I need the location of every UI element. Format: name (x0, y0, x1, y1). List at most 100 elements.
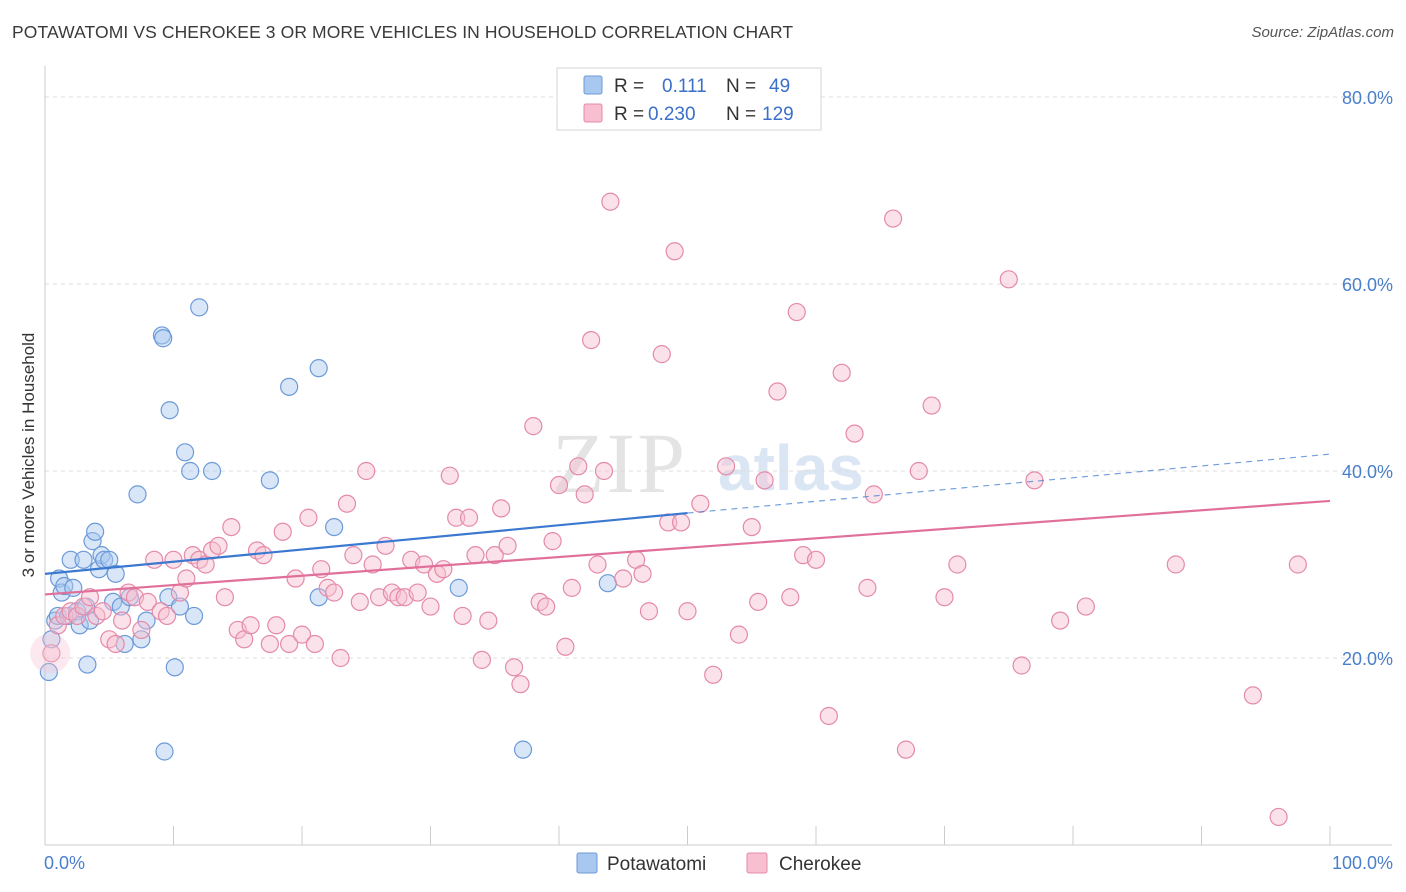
cherokee-point (671, 513, 691, 532)
x-tick-label: 0.0% (44, 853, 85, 873)
cherokee-point (157, 606, 177, 626)
cherokee-point (582, 331, 601, 350)
trend-lines (44, 453, 1331, 596)
cherokee-point (781, 588, 800, 607)
watermark: ZIP atlas (552, 415, 864, 511)
potawatomi-point (55, 576, 74, 596)
legend-n-label: N = (726, 76, 756, 97)
potawatomi-point (175, 443, 195, 462)
cherokee-point (999, 270, 1018, 289)
cherokee-point (222, 517, 241, 537)
cherokee-point (1051, 611, 1070, 630)
cherokee-point (504, 658, 524, 677)
cherokee-point (716, 457, 736, 476)
potawatomi-point (170, 597, 190, 616)
cherokee-point (704, 665, 723, 684)
chart-title: POTAWATOMI VS CHEROKEE 3 OR MORE VEHICLE… (12, 22, 794, 42)
cherokee-point (241, 616, 260, 635)
y-tick-label: 20.0% (1342, 649, 1393, 669)
legend-r-label: R = (614, 104, 644, 125)
cherokee-point (466, 546, 485, 565)
cherokee-point (42, 644, 61, 663)
cherokee-point (832, 363, 851, 382)
cherokee-point (106, 634, 125, 654)
potawatomi-point (137, 611, 156, 630)
cherokee-point (1288, 555, 1307, 574)
cherokee-point (755, 471, 774, 490)
cherokee-point (1243, 686, 1263, 705)
y-tick-labels: 20.0% 40.0% 60.0% 80.0% (1342, 88, 1393, 669)
cherokee-point (254, 546, 273, 565)
cherokee-point (543, 532, 562, 551)
cherokee-trend-line (44, 499, 1331, 596)
cherokee-point (787, 302, 806, 322)
potawatomi-point (280, 377, 299, 396)
cherokee-point (749, 592, 768, 612)
svg-text:ZIP: ZIP (552, 415, 687, 511)
legend-r-value: 0.230 (648, 104, 696, 125)
cherokee-point (485, 546, 504, 565)
legend-swatch-cherokee (583, 103, 603, 123)
cherokee-point (164, 550, 183, 569)
cherokee-point (68, 606, 87, 626)
cherokee-point (665, 242, 684, 261)
cherokee-point (845, 424, 864, 443)
cherokee-point (1166, 555, 1185, 574)
cherokee-point (575, 485, 594, 504)
cherokee-point (273, 522, 292, 541)
cherokee-point (562, 578, 581, 597)
cherokee-point (896, 740, 916, 759)
cherokee-point (652, 345, 671, 364)
potawatomi-trend-line (44, 511, 688, 575)
legend-n-value: 49 (769, 76, 790, 97)
cherokee-point (421, 597, 440, 616)
cherokee-point (472, 650, 491, 669)
potawatomi-point (74, 550, 93, 569)
cherokee-point (806, 550, 826, 569)
cherokee-point (48, 616, 67, 635)
cherokee-point (331, 648, 350, 668)
bottom-legend-swatch-potawatomi (576, 852, 598, 874)
potawatomi-point (513, 740, 533, 759)
bottom-legend-potawatomi: Potawatomi (607, 854, 706, 875)
cherokee-point (408, 583, 427, 602)
potawatomi-point (309, 359, 328, 378)
cherokee-point (524, 417, 543, 436)
cherokee-point (267, 616, 286, 635)
potawatomi-point (132, 630, 151, 649)
cherokee-point (588, 555, 607, 574)
grid-lines (45, 96, 1392, 659)
cherokee-point (935, 588, 954, 607)
cherokee-point (292, 625, 312, 644)
cherokee-point (549, 475, 569, 495)
cherokee-point (1269, 807, 1288, 827)
cherokee-point (93, 602, 112, 621)
potawatomi-point (190, 298, 209, 317)
potawatomi-point (160, 401, 179, 420)
cherokee-point (414, 555, 434, 574)
potawatomi-point (155, 742, 174, 761)
cherokee-point (350, 592, 369, 612)
cherokee-point (138, 592, 157, 612)
cherokee-point (80, 588, 100, 607)
cherokee-point (948, 555, 967, 574)
cherokee-point (569, 457, 588, 476)
bottom-legend-cherokee: Cherokee (779, 854, 861, 875)
potawatomi-point (598, 574, 617, 593)
series-legend: Potawatomi Cherokee (576, 852, 861, 875)
cherokee-point (678, 602, 697, 621)
cherokee-point (614, 569, 633, 588)
y-axis-label: 3 or more Vehicles in Household (19, 333, 38, 578)
legend-n-value: 129 (762, 104, 794, 125)
cherokee-point (112, 611, 132, 630)
x-tick-label: 100.0% (1332, 853, 1393, 873)
potawatomi-point (154, 329, 173, 348)
cherokee-point (691, 494, 710, 513)
cherokee-point (440, 466, 459, 485)
x-tick-labels: 0.0% 100.0% (44, 853, 1393, 873)
stats-legend: R = 0.111 N = 49 R = 0.230 N = 129 (556, 67, 822, 131)
potawatomi-points (39, 298, 617, 761)
cherokee-point (260, 634, 279, 654)
cherokee-point (357, 461, 376, 481)
potawatomi-point (449, 578, 468, 597)
